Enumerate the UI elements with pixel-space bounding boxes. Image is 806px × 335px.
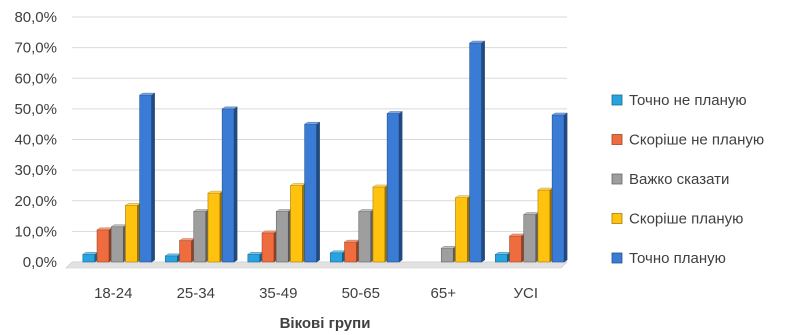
legend-item: Точно не планую [611,92,747,109]
chart-floor [65,261,568,269]
bar [440,245,457,263]
bar [96,227,113,263]
legend-item: Важко сказати [611,171,729,188]
bar [289,183,307,263]
bar [343,239,361,263]
bar [178,238,196,263]
chart-floor-plane [65,261,568,269]
legend-item: Скоріше не планую [611,132,764,149]
legend-swatch [611,173,623,185]
bar [454,195,472,263]
legend-label: Скоріше планую [629,211,743,228]
bar [537,187,554,263]
x-category-label: 65+ [431,285,457,302]
bar [275,209,292,263]
x-axis-categories: 18-24 25-34 35-49 50-65 65+ УСІ [94,285,538,302]
y-tick-label: 30,0% [14,162,57,179]
legend-swatch [611,213,623,224]
bars [82,40,568,263]
y-tick-label: 80,0% [14,9,57,26]
x-category-label: 18-24 [94,285,132,302]
x-category-label: 25-34 [177,285,215,302]
legend-swatch [611,134,623,145]
bar [468,40,486,263]
y-tick-label: 20,0% [14,193,57,210]
legend-swatch [611,252,623,264]
bar [261,230,278,263]
bar [138,92,156,263]
bar [193,209,210,263]
bar [508,233,526,263]
y-tick-label: 10,0% [14,223,57,240]
bar [82,251,99,263]
legend-item: Скоріше планую [611,211,743,228]
bar [494,251,512,263]
legend-label: Точно не планую [629,92,747,109]
bar [372,184,389,263]
bar [164,253,182,263]
y-tick-label: 50,0% [14,101,57,118]
y-tick-label: 60,0% [14,70,57,87]
y-tick-label: 40,0% [14,132,57,149]
bar [110,224,127,263]
legend-label: Точно планую [629,250,726,267]
x-category-label: УСІ [513,285,538,302]
bar [221,106,238,263]
legend-item: Точно планую [611,250,726,267]
bar [303,121,321,263]
bar [124,202,142,263]
bar [386,111,403,263]
legend: Точно не планую Скоріше не планую Важко ск… [611,92,764,267]
y-axis-ticks: 0,0% 10,0% 20,0% 30,0% 40,0% 50,0% 60,0% 70,0% 8… [14,9,57,271]
y-tick-label: 0,0% [23,254,57,271]
x-axis-title: Вікові групи [280,315,371,332]
bar [523,212,540,263]
bar [329,250,347,263]
legend-swatch [611,94,623,106]
bar [358,209,375,263]
x-category-label: 50-65 [342,285,380,302]
bar [247,251,264,263]
legend-label: Скоріше не планую [629,132,764,149]
legend-label: Важко сказати [629,171,729,188]
y-tick-label: 70,0% [14,40,57,57]
bar [551,112,568,263]
bar [207,190,224,263]
x-category-label: 35-49 [259,285,297,302]
